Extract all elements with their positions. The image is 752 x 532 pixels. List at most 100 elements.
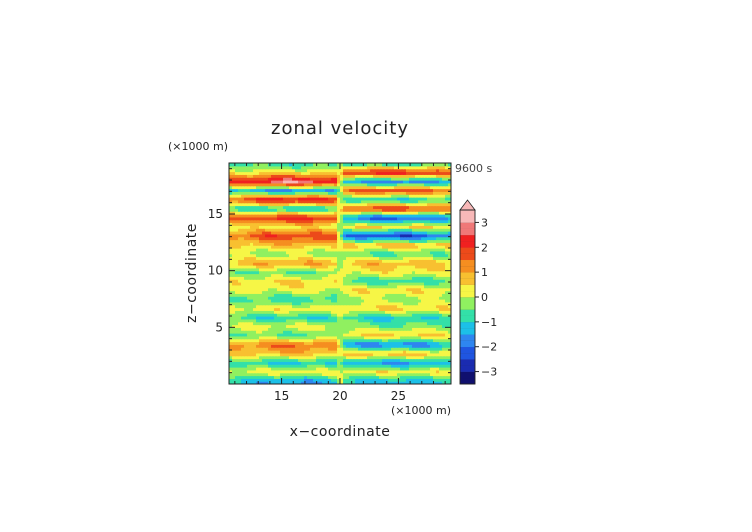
field-cell: [310, 211, 314, 215]
field-cell: [403, 364, 407, 368]
field-cell: [298, 358, 302, 362]
field-cell: [235, 267, 239, 272]
field-cell: [373, 282, 377, 286]
field-cell: [280, 307, 284, 311]
field-cell: [268, 350, 272, 354]
field-cell: [424, 270, 428, 275]
field-cell: [379, 245, 383, 249]
field-cell: [250, 256, 254, 260]
field-cell: [268, 318, 272, 323]
field-cell: [394, 270, 398, 275]
field-cell: [286, 279, 290, 283]
field-cell: [295, 381, 299, 384]
field-cell: [328, 191, 332, 195]
field-cell: [304, 367, 308, 371]
field-cell: [298, 284, 302, 289]
field-cell: [232, 197, 236, 201]
field-cell: [337, 287, 341, 292]
field-cell: [391, 335, 395, 340]
field-cell: [361, 273, 365, 277]
field-cell: [280, 375, 284, 379]
field-cell: [400, 352, 404, 357]
field-cell: [388, 316, 392, 320]
field-cell: [277, 284, 281, 289]
field-cell: [442, 202, 446, 207]
field-cell: [445, 344, 449, 348]
field-cell: [415, 270, 419, 275]
field-cell: [340, 375, 344, 379]
field-cell: [247, 290, 251, 294]
field-cell: [322, 324, 326, 328]
field-cell: [295, 313, 299, 317]
field-cell: [430, 219, 434, 224]
field-cell: [319, 375, 323, 379]
field-cell: [277, 231, 281, 235]
field-cell: [358, 313, 362, 317]
field-cell: [253, 318, 257, 323]
field-cell: [382, 236, 386, 241]
field-cell: [424, 355, 428, 360]
field-cell: [316, 265, 320, 269]
field-cell: [313, 253, 317, 258]
field-cell: [358, 233, 362, 238]
field-cell: [247, 276, 251, 280]
field-cell: [394, 367, 398, 371]
field-cell: [313, 290, 317, 294]
field-cell: [364, 233, 368, 238]
field-cell: [346, 344, 350, 348]
field-cell: [256, 194, 260, 198]
field-cell: [433, 216, 437, 221]
field-cell: [322, 236, 326, 241]
field-cell: [283, 375, 287, 379]
field-cell: [376, 316, 380, 320]
field-cell: [331, 233, 335, 238]
field-cell: [274, 225, 278, 229]
field-cell: [295, 324, 299, 328]
field-cell: [343, 330, 347, 334]
field-cell: [376, 259, 380, 263]
field-cell: [322, 267, 326, 272]
field-cell: [256, 293, 260, 297]
field-cell: [367, 242, 371, 246]
field-cell: [409, 352, 413, 357]
field-cell: [418, 347, 422, 351]
field-cell: [247, 256, 251, 260]
field-cell: [274, 355, 278, 360]
field-cell: [352, 358, 356, 362]
field-cell: [397, 338, 401, 343]
field-cell: [376, 279, 380, 283]
field-cell: [364, 330, 368, 334]
field-cell: [337, 194, 341, 198]
field-cell: [442, 262, 446, 266]
field-cell: [304, 205, 308, 209]
field-cell: [244, 381, 248, 384]
field-cell: [415, 350, 419, 354]
field-cell: [310, 276, 314, 280]
field-cell: [445, 299, 449, 303]
field-cell: [340, 372, 344, 377]
field-cell: [235, 273, 239, 277]
field-cell: [247, 211, 251, 215]
field-cell: [418, 256, 422, 260]
field-cell: [445, 205, 449, 209]
field-cell: [349, 259, 353, 263]
field-cell: [424, 259, 428, 263]
field-cell: [298, 293, 302, 297]
field-cell: [427, 279, 431, 283]
field-cell: [397, 242, 401, 246]
field-cell: [346, 378, 350, 382]
field-cell: [355, 296, 359, 300]
field-cell: [277, 242, 281, 246]
field-cell: [310, 197, 314, 201]
field-cell: [406, 381, 410, 384]
field-cell: [427, 231, 431, 235]
field-cell: [325, 199, 329, 204]
field-cell: [244, 338, 248, 343]
field-cell: [328, 284, 332, 289]
field-cell: [391, 248, 395, 252]
field-cell: [397, 236, 401, 241]
field-cell: [442, 369, 446, 374]
field-cell: [406, 296, 410, 300]
field-cell: [445, 333, 449, 337]
field-cell: [352, 267, 356, 272]
